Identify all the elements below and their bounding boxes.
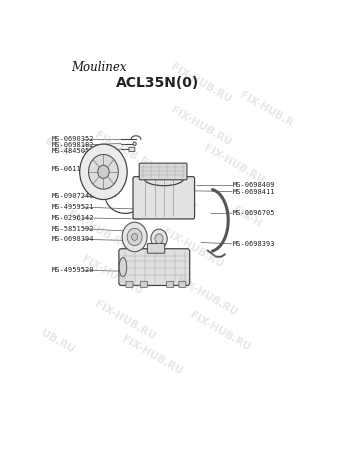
Ellipse shape	[89, 154, 118, 189]
Text: MS-0698409: MS-0698409	[232, 182, 275, 188]
FancyBboxPatch shape	[119, 249, 190, 285]
FancyBboxPatch shape	[139, 163, 187, 180]
Text: FIX-HUB.RU: FIX-HUB.RU	[79, 254, 144, 297]
Text: FIX-H: FIX-H	[231, 205, 263, 229]
FancyBboxPatch shape	[179, 281, 186, 288]
FancyBboxPatch shape	[129, 147, 135, 151]
Text: MS-0690352: MS-0690352	[52, 136, 94, 142]
Text: ACL35N(0): ACL35N(0)	[116, 76, 199, 90]
Text: MS-0698393: MS-0698393	[232, 241, 275, 247]
Text: MS-0698411: MS-0698411	[232, 189, 275, 194]
Ellipse shape	[133, 142, 136, 145]
Text: FIX-HUB.RU: FIX-HUB.RU	[134, 171, 198, 214]
Text: FIX-HUB.RU: FIX-HUB.RU	[175, 275, 238, 318]
Text: FIX-HUB.RU: FIX-HUB.RU	[169, 62, 233, 105]
Ellipse shape	[80, 144, 127, 199]
Text: 8.RU: 8.RU	[43, 136, 72, 159]
Ellipse shape	[151, 229, 167, 248]
Text: Moulinex: Moulinex	[71, 61, 126, 74]
Text: MS-4959520: MS-4959520	[52, 267, 94, 273]
Text: FIX-HUB.RU: FIX-HUB.RU	[161, 227, 225, 270]
FancyBboxPatch shape	[133, 177, 195, 219]
Ellipse shape	[127, 228, 142, 246]
Text: MS-0698394: MS-0698394	[52, 236, 94, 243]
Text: MS-0698182: MS-0698182	[52, 142, 94, 148]
Ellipse shape	[119, 257, 127, 277]
Text: FIX-HUB.R: FIX-HUB.R	[238, 90, 294, 129]
Text: UB.RU: UB.RU	[39, 328, 76, 355]
Ellipse shape	[122, 222, 147, 252]
Text: MS-4845059: MS-4845059	[52, 148, 94, 154]
Text: MS-5851592: MS-5851592	[52, 225, 94, 232]
Text: MS-0296142: MS-0296142	[52, 215, 94, 221]
Ellipse shape	[144, 172, 184, 186]
FancyBboxPatch shape	[167, 281, 174, 288]
Text: MS-4959521: MS-4959521	[52, 204, 94, 210]
Text: FIX-HUB.RU: FIX-HUB.RU	[66, 209, 130, 252]
Text: FIX-HUB.RU: FIX-HUB.RU	[188, 310, 252, 352]
Ellipse shape	[132, 234, 138, 240]
Ellipse shape	[155, 234, 163, 243]
Text: FIX-HUB.RU: FIX-HUB.RU	[202, 144, 266, 186]
Text: FIX-HUB.RU: FIX-HUB.RU	[169, 105, 233, 148]
FancyBboxPatch shape	[147, 243, 165, 253]
Text: MS-0696705: MS-0696705	[232, 210, 275, 216]
Text: MS-0907248: MS-0907248	[52, 193, 94, 199]
FancyBboxPatch shape	[126, 281, 133, 288]
Ellipse shape	[98, 165, 109, 178]
Text: FIX-HUB.RU: FIX-HUB.RU	[93, 299, 157, 342]
Text: MS-0611962: MS-0611962	[52, 166, 94, 172]
Text: FIX-HUB.RU: FIX-HUB.RU	[93, 130, 157, 172]
FancyBboxPatch shape	[140, 281, 147, 288]
Text: FIX-HUB.RU: FIX-HUB.RU	[120, 334, 184, 377]
